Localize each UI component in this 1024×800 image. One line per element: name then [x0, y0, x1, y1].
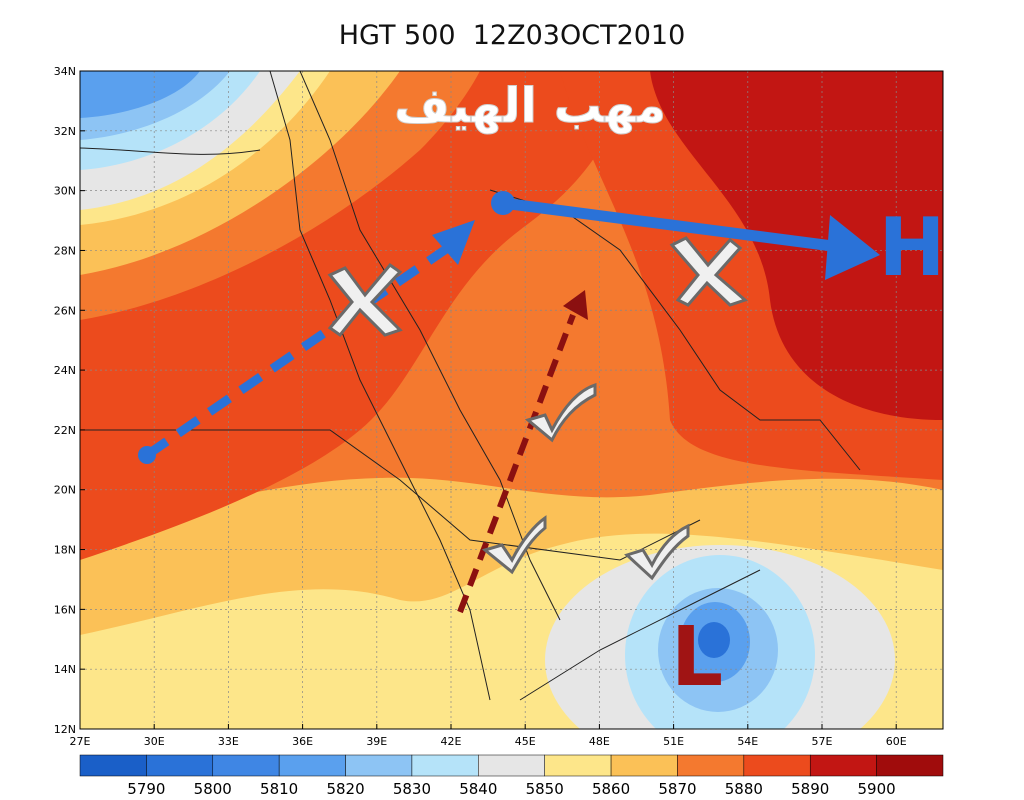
legend-swatch	[876, 754, 944, 777]
legend-swatch	[345, 754, 413, 777]
legend-label: 5790	[127, 780, 165, 798]
lat-label: 26N	[54, 304, 76, 317]
legend-label: 5880	[725, 780, 763, 798]
lon-label: 36E	[292, 735, 313, 748]
legend-swatch	[544, 754, 612, 777]
lat-label: 34N	[54, 65, 76, 78]
cross-mark	[327, 262, 403, 338]
legend-swatch	[478, 754, 545, 777]
dashed-arrow	[144, 241, 455, 459]
annotations: H L مهب الهيف	[138, 78, 945, 705]
lon-label: 45E	[515, 735, 536, 748]
graticule	[80, 71, 943, 729]
lon-label: 27E	[70, 735, 91, 748]
lat-label: 22N	[54, 424, 76, 437]
legend-label: 5820	[326, 780, 364, 798]
arabic-overlay: مهب الهيف	[394, 78, 666, 134]
legend-label: 5870	[658, 780, 696, 798]
check-mark	[524, 382, 597, 443]
axes: 27E 30E 33E 36E 39E 42E 45E 48E 51E 54E 57E 60E 34N 3…	[54, 65, 907, 748]
lat-label: 12N	[54, 723, 76, 736]
check-mark	[624, 523, 690, 581]
map-title: HGT 500 12Z03OCT2010	[339, 20, 686, 51]
lat-label: 20N	[54, 484, 76, 497]
legend-swatch	[743, 754, 811, 777]
lon-label: 57E	[812, 735, 833, 748]
dashed-arrow	[457, 313, 576, 614]
arrow-head	[825, 215, 880, 280]
lat-label: 18N	[54, 544, 76, 557]
legend-swatch	[610, 754, 678, 777]
lon-label: 60E	[886, 735, 907, 748]
high-marker: H	[879, 201, 946, 294]
lat-label: 16N	[54, 603, 76, 616]
legend-swatch	[212, 754, 280, 777]
lat-label: 32N	[54, 125, 76, 138]
legend-label: 5890	[791, 780, 829, 798]
cross-marks	[327, 236, 748, 581]
band-5800-low	[698, 622, 730, 658]
legend-swatch	[79, 754, 147, 777]
check-mark	[481, 515, 547, 575]
lon-label: 48E	[589, 735, 610, 748]
map-frame	[79, 70, 944, 730]
lon-label: 42E	[441, 735, 462, 748]
arrow-head	[563, 290, 588, 320]
coastline	[80, 147, 861, 701]
cross-mark	[669, 236, 748, 307]
lon-label: 33E	[218, 735, 239, 748]
legend-swatch	[146, 754, 214, 777]
legend-label: 5850	[526, 780, 564, 798]
lon-label: 30E	[144, 735, 165, 748]
legend-label: 5860	[592, 780, 630, 798]
coastline	[269, 71, 491, 701]
legend-label: 5830	[393, 780, 431, 798]
lon-label: 39E	[366, 735, 387, 748]
arrow-origin	[138, 446, 156, 464]
legend-label: 5810	[260, 780, 298, 798]
legend-label: 5840	[459, 780, 497, 798]
legend-swatch	[809, 754, 877, 777]
lon-label: 54E	[737, 735, 758, 748]
lat-label: 30N	[54, 185, 76, 198]
legend-swatch	[278, 754, 346, 777]
lat-label: 14N	[54, 663, 76, 676]
lat-label: 24N	[54, 364, 76, 377]
lon-label: 51E	[663, 735, 684, 748]
arrow-origin	[491, 191, 515, 215]
legend-swatch	[677, 754, 745, 777]
band-5810	[80, 71, 200, 118]
arrow-head	[432, 220, 475, 265]
lat-label: 28N	[54, 244, 76, 257]
low-marker: L	[671, 610, 723, 705]
legend-label: 5900	[858, 780, 896, 798]
color-legend: 5790 5800 5810 5820 5830 5840 5850 5860 5870 5880…	[79, 754, 944, 798]
height-field	[80, 71, 943, 729]
legend-label: 5800	[194, 780, 232, 798]
solid-arrow	[502, 197, 841, 253]
legend-swatch	[411, 754, 479, 777]
